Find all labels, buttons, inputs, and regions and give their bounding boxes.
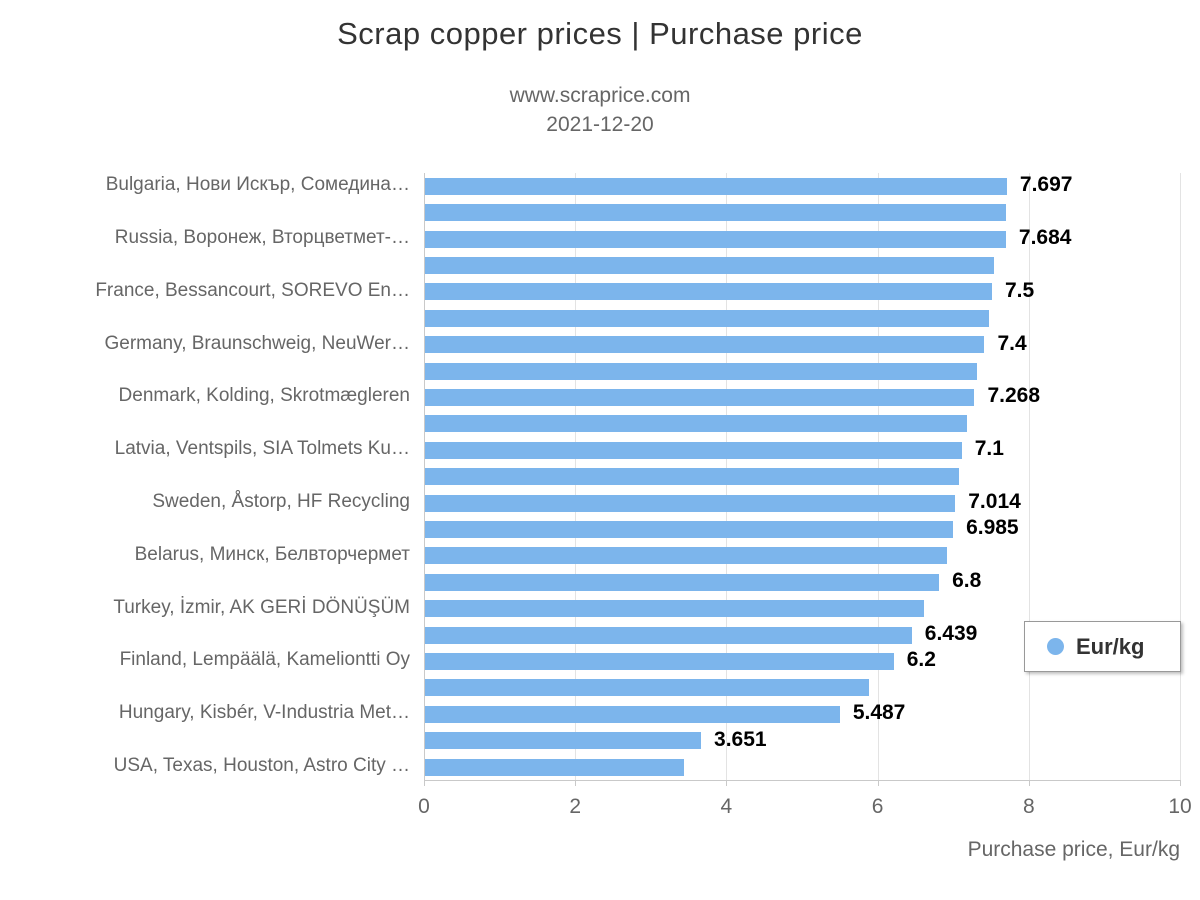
- y-axis-line: [424, 173, 425, 780]
- legend[interactable]: Eur/kg: [1024, 621, 1181, 672]
- value-label: 6.985: [966, 516, 1019, 540]
- bar[interactable]: [425, 652, 894, 670]
- category-label: Turkey, İzmir, AK GERİ DÖNÜŞÜM: [113, 596, 410, 618]
- bar[interactable]: [425, 230, 1006, 248]
- legend-marker-icon: [1047, 638, 1064, 655]
- value-label: 5.487: [852, 701, 906, 725]
- value-label: 6.8: [952, 569, 982, 593]
- x-axis-tick: [1180, 780, 1181, 786]
- x-tick-label: 2: [569, 795, 582, 818]
- x-axis-line: [424, 780, 1180, 781]
- x-tick-label: 6: [871, 795, 884, 818]
- bar[interactable]: [425, 441, 962, 459]
- bar[interactable]: [425, 177, 1007, 195]
- chart-title: Scrap copper prices | Purchase price: [337, 16, 863, 51]
- category-label: Bulgaria, Нови Искър, Сомедина…: [105, 174, 410, 196]
- bar[interactable]: [425, 494, 956, 512]
- bar[interactable]: [425, 415, 968, 433]
- value-label: 7.684: [1018, 226, 1072, 249]
- bar[interactable]: [425, 705, 840, 723]
- bar[interactable]: [425, 309, 989, 327]
- value-label: 7.5: [1005, 278, 1035, 302]
- x-axis-tick: [726, 780, 728, 786]
- bar[interactable]: [425, 336, 985, 354]
- value-label: 6.439: [924, 622, 978, 645]
- bar[interactable]: [425, 600, 924, 618]
- x-tick-label: 10: [1168, 795, 1192, 818]
- category-label: Hungary, Kisbér, V-Industria Met…: [118, 702, 410, 724]
- bar[interactable]: [425, 388, 975, 406]
- x-axis-tick: [575, 780, 577, 786]
- value-label: 3.651: [714, 727, 767, 751]
- category-label: Belarus, Минск, Белвторчермет: [134, 543, 410, 565]
- chart-subtitle-date: 2021-12-20: [546, 113, 654, 136]
- gridline: [1028, 173, 1030, 780]
- value-label: 7.697: [1019, 173, 1073, 197]
- chart-subtitle-url: www.scraprice.com: [509, 84, 691, 107]
- x-tick-label: 8: [1022, 795, 1035, 818]
- bar[interactable]: [425, 626, 912, 644]
- bar[interactable]: [425, 679, 869, 697]
- bar[interactable]: [425, 468, 959, 486]
- bar[interactable]: [425, 547, 948, 565]
- bar[interactable]: [425, 256, 994, 274]
- x-axis-tick: [1028, 780, 1030, 786]
- value-label: 6.2: [906, 648, 936, 672]
- category-label: Germany, Braunschweig, NeuWer…: [104, 332, 410, 354]
- category-label: Russia, Воронеж, Вторцветмет-…: [114, 227, 410, 248]
- category-label: Finland, Lempäälä, Kameliontti Oy: [119, 649, 410, 671]
- category-label: Denmark, Kolding, Skrotmægleren: [118, 385, 410, 407]
- category-label: Sweden, Åstorp, HF Recycling: [152, 491, 410, 512]
- bar[interactable]: [425, 283, 992, 301]
- category-label: USA, Texas, Houston, Astro City …: [113, 755, 410, 776]
- value-label: 7.014: [968, 490, 1021, 513]
- category-label: France, Bessancourt, SOREVO En…: [95, 279, 410, 301]
- bar[interactable]: [425, 732, 701, 750]
- bar[interactable]: [425, 520, 954, 538]
- category-label: Latvia, Ventspils, SIA Tolmets Ku…: [114, 438, 410, 460]
- value-label: 7.1: [974, 437, 1004, 461]
- bar[interactable]: [425, 573, 940, 591]
- x-tick-label: 0: [418, 795, 430, 818]
- value-label: 7.4: [997, 331, 1027, 355]
- bar[interactable]: [425, 362, 977, 380]
- x-axis-tick: [877, 780, 879, 786]
- legend-label: Eur/kg: [1076, 633, 1145, 659]
- x-axis-title: Purchase price, Eur/kg: [967, 838, 1180, 861]
- x-tick-label: 4: [720, 795, 733, 818]
- value-label: 7.268: [987, 384, 1041, 408]
- bar[interactable]: [425, 758, 684, 776]
- x-axis-tick: [424, 780, 425, 786]
- bar[interactable]: [425, 204, 1007, 222]
- gridline: [1180, 173, 1181, 780]
